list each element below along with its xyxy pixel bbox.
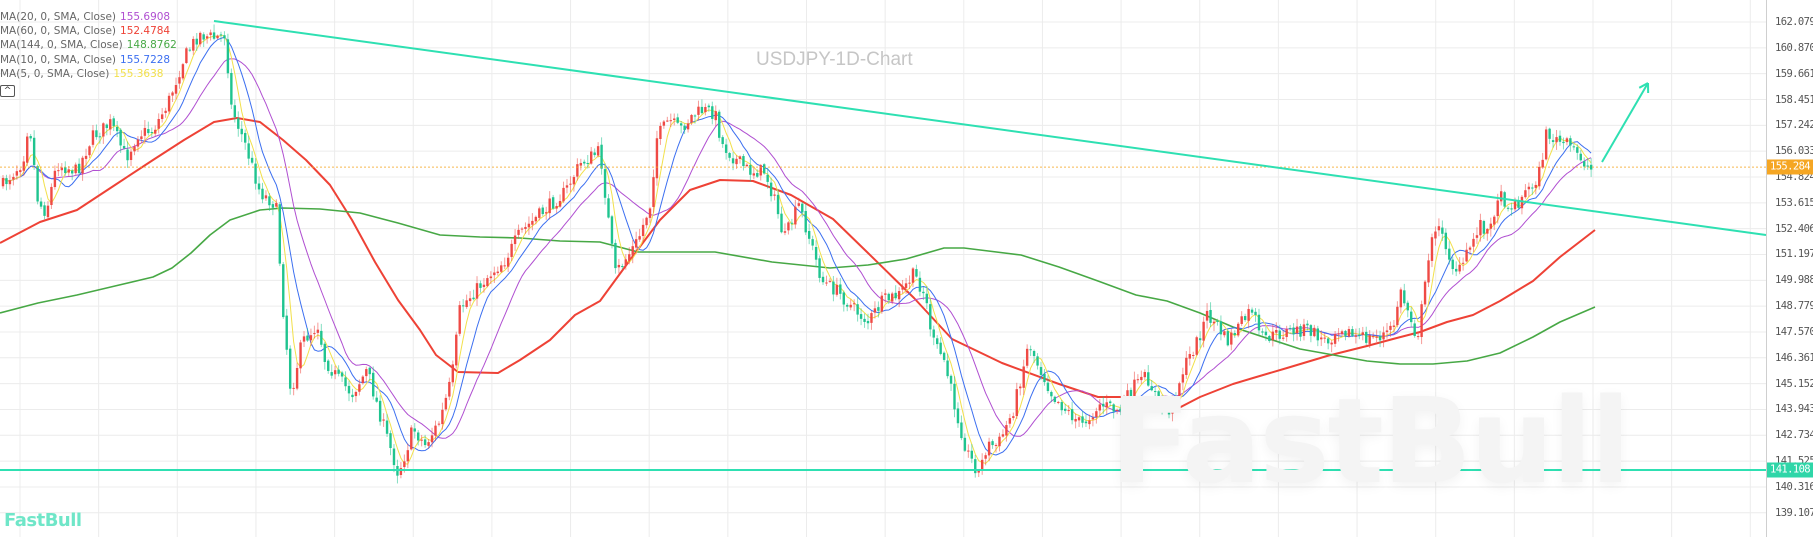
ma-line bbox=[0, 117, 1596, 412]
price-tick: 156.033 bbox=[1775, 145, 1813, 158]
candles bbox=[1, 24, 1593, 484]
arrow-icon[interactable] bbox=[1601, 82, 1649, 163]
legend-ma5[interactable]: MA(5, 0, SMA, Close) 155.3638 bbox=[0, 67, 164, 80]
indicator-legend: MA(20, 0, SMA, Close) 155.6908 MA(60, 0, … bbox=[0, 10, 177, 81]
chart-title: USDJPY-1D-Chart bbox=[756, 49, 913, 70]
price-tick: 159.661 bbox=[1775, 67, 1813, 80]
ma-line bbox=[0, 207, 1596, 365]
price-tick: 142.734 bbox=[1775, 429, 1813, 442]
price-tick: 162.079 bbox=[1775, 16, 1813, 28]
price-tick: 151.197 bbox=[1775, 248, 1813, 261]
price-tick: 140.316 bbox=[1775, 480, 1813, 493]
trendline[interactable] bbox=[213, 20, 1767, 236]
price-tick: 143.943 bbox=[1775, 403, 1813, 416]
price-tick: 158.451 bbox=[1775, 93, 1813, 106]
collapse-legend-button[interactable]: ^ bbox=[0, 85, 15, 97]
moving-average-lines bbox=[0, 35, 1596, 465]
price-tick: 139.107 bbox=[1775, 506, 1813, 519]
price-tick: 160.870 bbox=[1775, 41, 1813, 54]
legend-ma60[interactable]: MA(60, 0, SMA, Close) 152.4784 bbox=[0, 25, 171, 38]
support-price-tag: 141.108 bbox=[1767, 462, 1813, 478]
current-price-tag: 155.284 bbox=[1767, 159, 1813, 175]
legend-ma20[interactable]: MA(20, 0, SMA, Close) 155.6908 bbox=[0, 11, 171, 23]
price-axis[interactable]: 162.079 160.870 159.661 158.451 157.242 156.0… bbox=[1766, 0, 1813, 537]
price-tick: 157.242 bbox=[1775, 119, 1813, 132]
price-tick: 152.406 bbox=[1775, 222, 1813, 235]
fastbull-logo: FastBull bbox=[4, 510, 82, 531]
watermark: FastBull bbox=[1110, 372, 1631, 510]
drawing-annotations[interactable] bbox=[0, 20, 1767, 471]
price-tick: 146.361 bbox=[1775, 351, 1813, 364]
legend-ma144[interactable]: MA(144, 0, SMA, Close) 148.8762 bbox=[0, 39, 177, 52]
price-tick: 145.152 bbox=[1775, 377, 1813, 390]
chevron-up-icon: ^ bbox=[3, 86, 12, 96]
ma-line bbox=[2, 36, 1592, 456]
legend-ma10[interactable]: MA(10, 0, SMA, Close) 155.7228 bbox=[0, 53, 171, 66]
price-tick: 147.570 bbox=[1775, 325, 1813, 338]
price-tick: 149.988 bbox=[1775, 274, 1813, 287]
ma-line bbox=[2, 35, 1592, 465]
price-tick: 148.779 bbox=[1775, 300, 1813, 313]
price-tick: 153.615 bbox=[1775, 196, 1813, 209]
